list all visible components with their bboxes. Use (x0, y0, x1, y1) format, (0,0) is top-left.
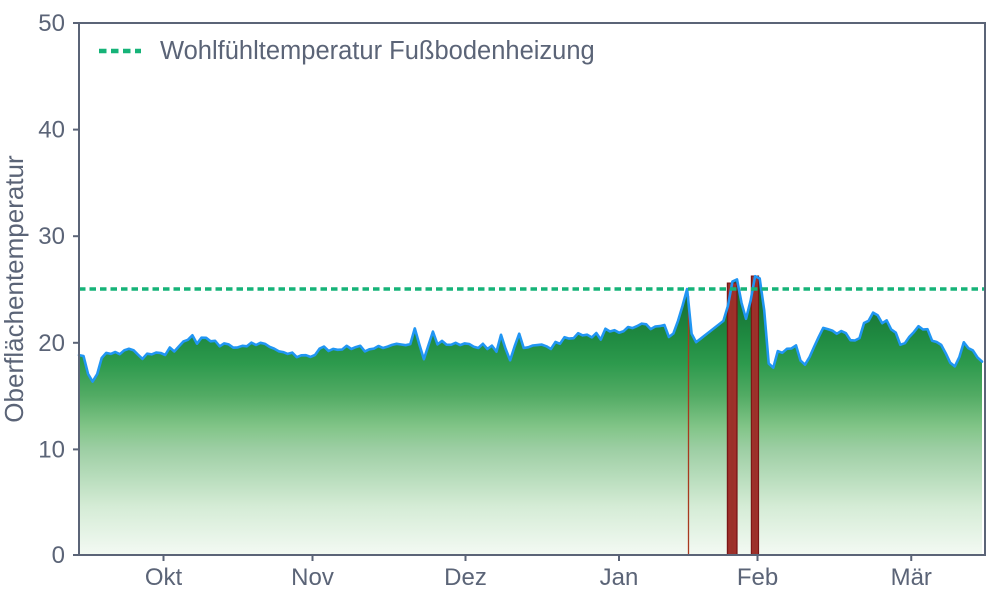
svg-text:Feb: Feb (737, 564, 778, 591)
svg-text:50: 50 (38, 10, 65, 37)
svg-text:Okt: Okt (145, 564, 183, 591)
svg-text:Oberflächentemperatur: Oberflächentemperatur (0, 155, 29, 423)
svg-text:10: 10 (38, 436, 65, 463)
svg-text:20: 20 (38, 330, 65, 357)
svg-text:30: 30 (38, 223, 65, 250)
svg-text:Wohlfühltemperatur Fußbodenhei: Wohlfühltemperatur Fußbodenheizung (160, 37, 595, 65)
svg-text:Dez: Dez (444, 564, 487, 591)
svg-text:0: 0 (52, 542, 65, 569)
svg-text:40: 40 (38, 117, 65, 144)
svg-text:Mär: Mär (891, 564, 932, 591)
svg-text:Jan: Jan (600, 564, 639, 591)
svg-text:Nov: Nov (291, 564, 334, 591)
